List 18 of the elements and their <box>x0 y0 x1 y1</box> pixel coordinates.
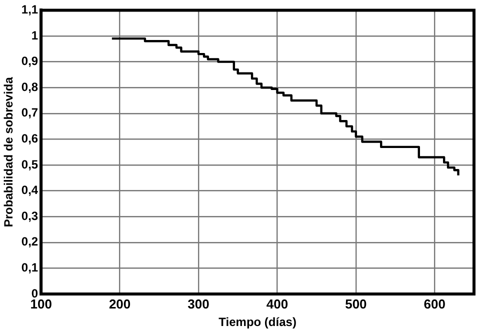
y-tick-label: 0,7 <box>21 106 38 120</box>
y-tick-label: 0,9 <box>21 54 38 68</box>
x-tick-label: 500 <box>345 296 367 312</box>
y-tick-label: 0,5 <box>21 157 38 172</box>
x-tick-label: 200 <box>108 296 131 312</box>
y-tick-label: 1 <box>31 28 38 42</box>
x-tick-label: 300 <box>188 296 210 312</box>
y-tick-label: 1,1 <box>21 2 38 17</box>
y-axis-title: Probabilidad de sobrevida <box>2 76 16 228</box>
y-tick-label: 0,3 <box>21 208 38 223</box>
x-tick-label: 400 <box>266 296 288 312</box>
y-tick-label: 0,6 <box>21 132 38 146</box>
x-axis-title: Tiempo (días) <box>218 315 296 330</box>
x-tick-label: 600 <box>424 296 446 312</box>
y-tick-label: 0,4 <box>21 183 38 198</box>
y-tick-label: 0,1 <box>21 260 38 275</box>
y-tick-label: 0,2 <box>21 234 38 249</box>
y-tick-label: 0,8 <box>21 80 38 94</box>
